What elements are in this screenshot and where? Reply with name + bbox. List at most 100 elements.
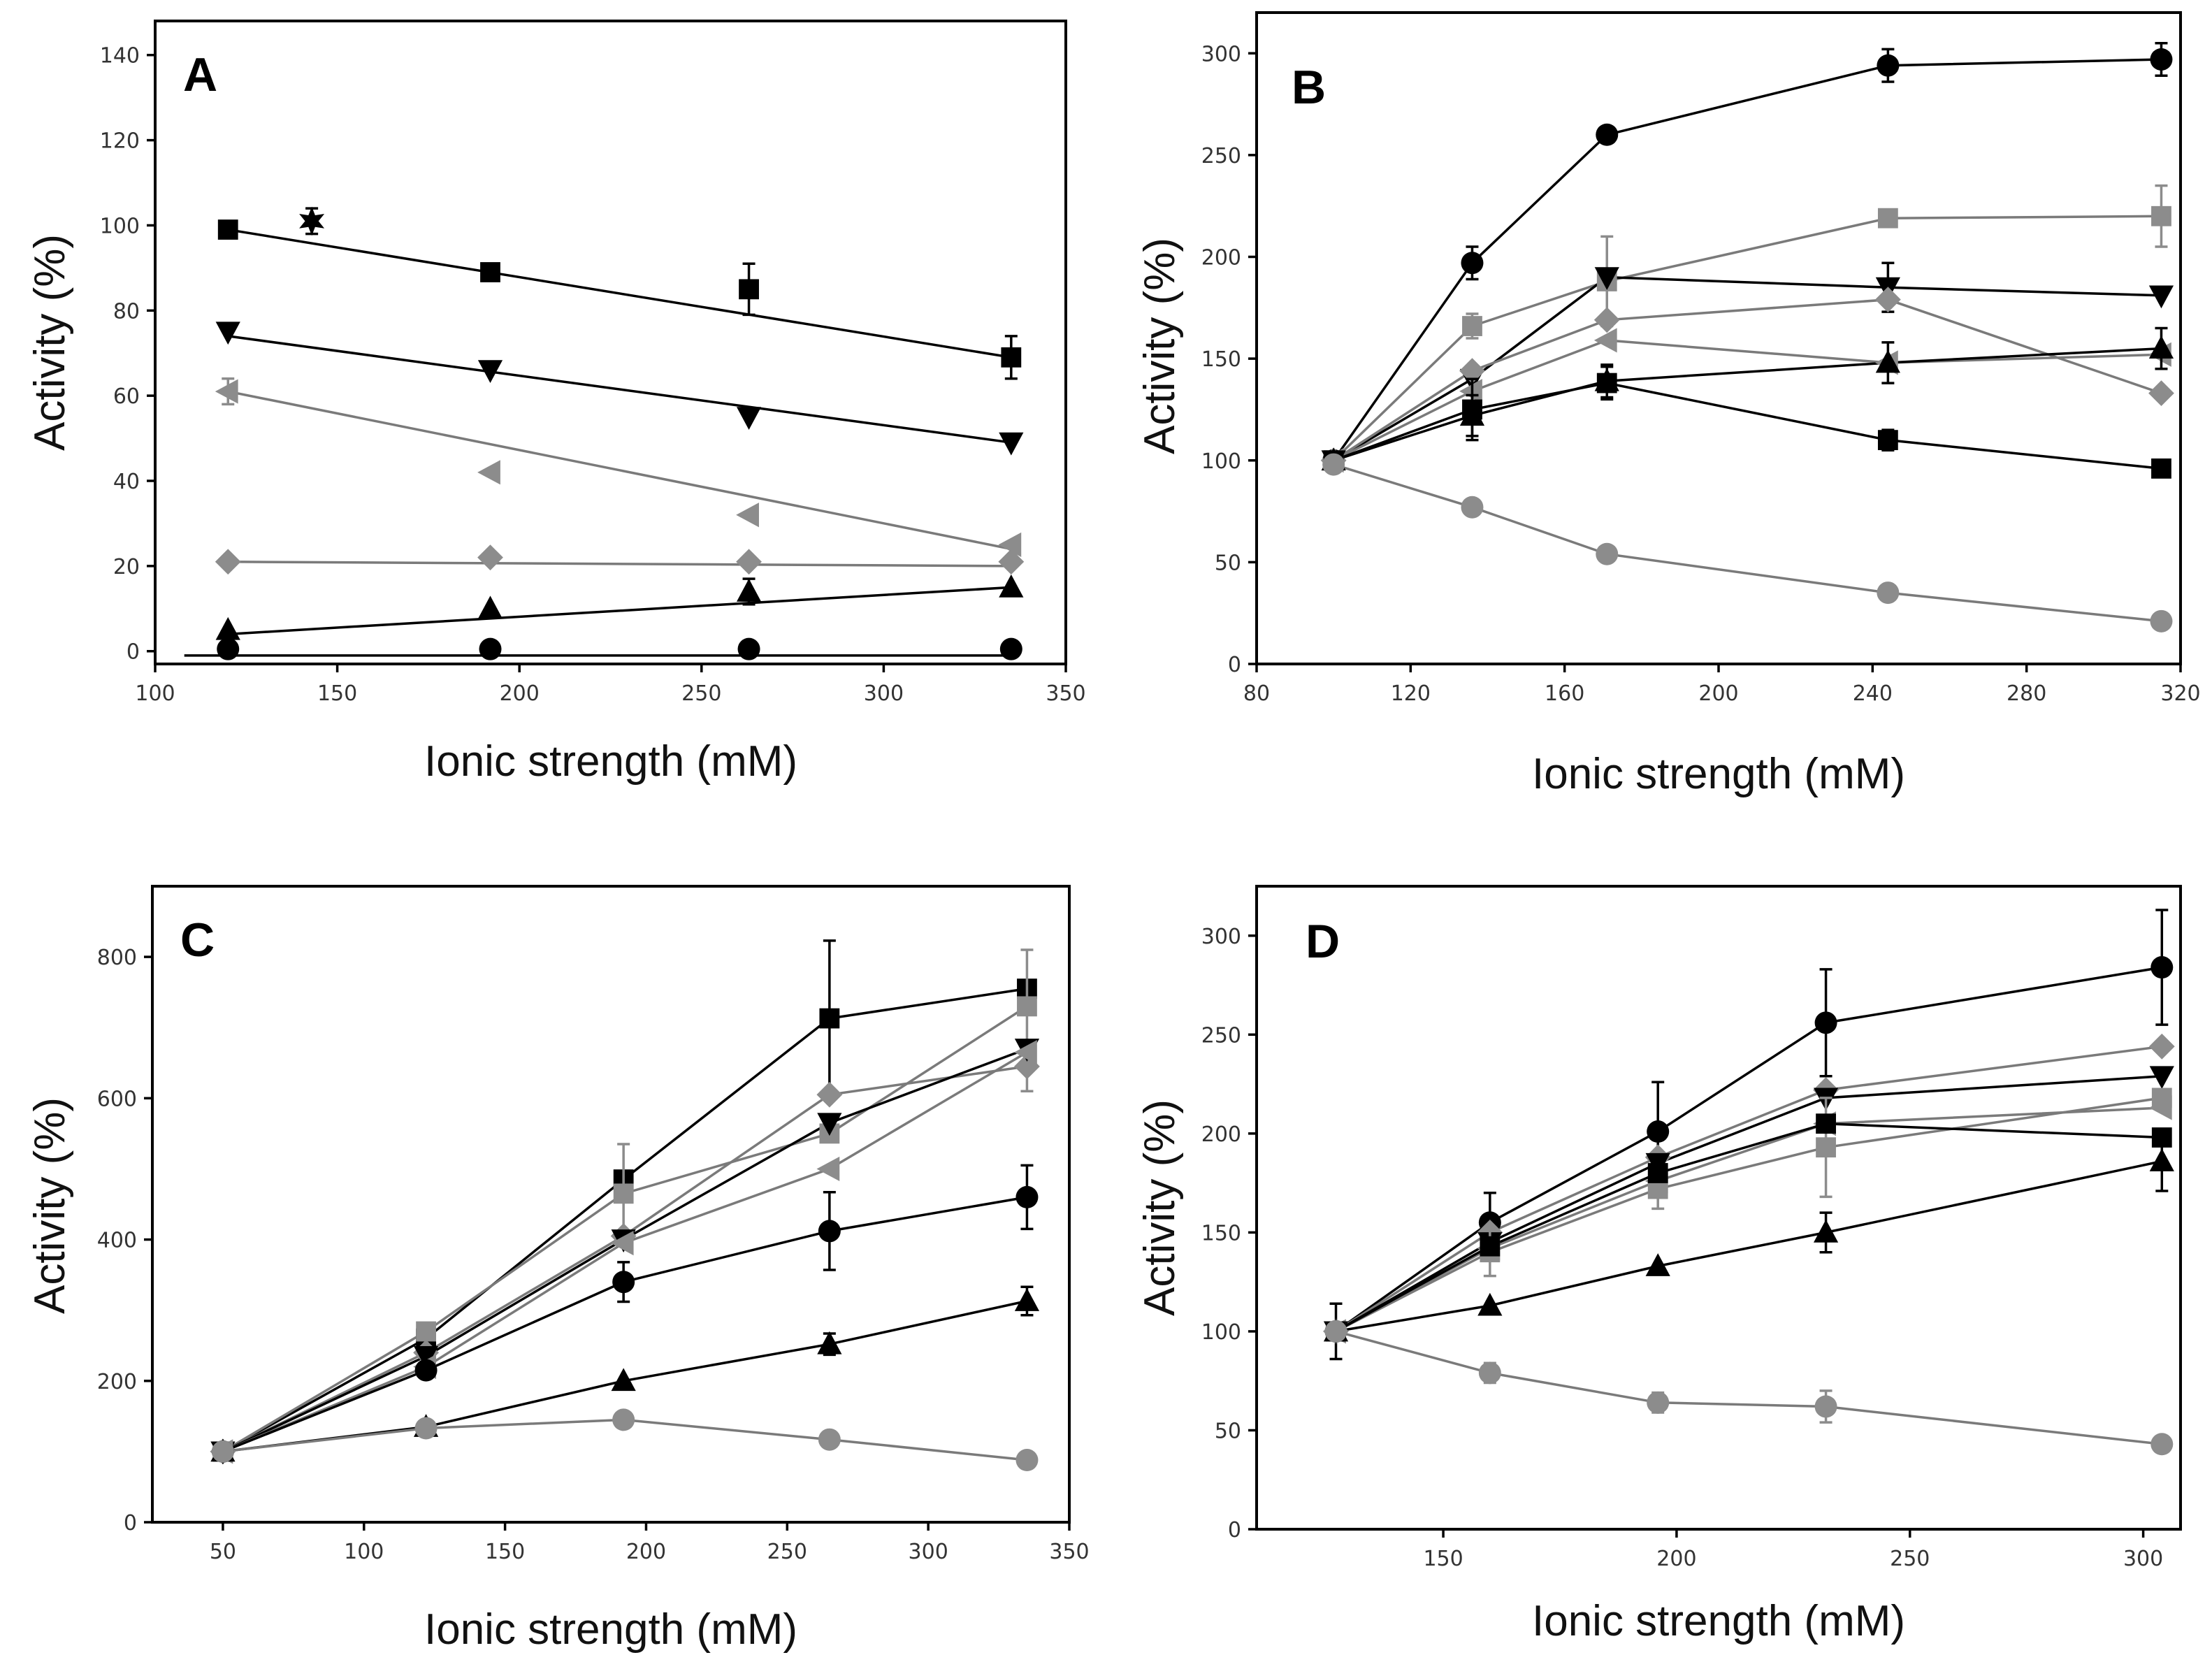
y-tick-label: 200 [97, 1370, 137, 1394]
data-point-circle [1015, 1185, 1039, 1208]
data-point-triangle-up [2148, 335, 2174, 359]
series-lines [184, 228, 1012, 657]
data-point-diamond [998, 549, 1025, 575]
data-point-triangle-left [477, 460, 500, 485]
x-tick-label: 150 [485, 1540, 525, 1564]
data-point-circle [2150, 609, 2173, 633]
fit-line [228, 586, 1011, 636]
data-point-triangle-up [611, 1368, 636, 1392]
data-point-triangle-down [736, 407, 762, 431]
x-tick-label: 200 [626, 1540, 666, 1564]
x-tick-label: 250 [1890, 1547, 1930, 1571]
data-point-circle [1596, 123, 1619, 146]
data-point-circle [612, 1271, 635, 1294]
y-tick-label: 20 [113, 555, 140, 579]
data-point-triangle-up [1813, 1219, 1839, 1243]
data-point-square [613, 1183, 634, 1204]
x-tick-label: 100 [344, 1540, 384, 1564]
y-tick-label: 400 [97, 1229, 137, 1253]
data-point-square [2151, 205, 2171, 226]
data-point-square [1480, 1236, 1501, 1257]
data-point-square [819, 1008, 840, 1029]
fit-line [227, 228, 1012, 359]
y-tick-label: 100 [1201, 449, 1241, 474]
data-point-square [739, 279, 759, 300]
plot-frame [154, 20, 1067, 665]
series-markers [1320, 41, 2174, 633]
panel-letter: B [1292, 61, 1326, 114]
data-point-circle [612, 1408, 635, 1431]
data-point-circle [2150, 48, 2173, 71]
data-point-square [1017, 996, 1037, 1017]
x-tick-label: 250 [681, 681, 721, 706]
data-point-triangle-left [215, 379, 238, 404]
data-point-triangle-left [610, 1231, 634, 1256]
series-markers [210, 939, 1040, 1472]
data-point-square [2151, 458, 2171, 479]
data-point-circle [217, 637, 240, 660]
y-tick-label: 80 [113, 299, 140, 324]
x-tick-label: 50 [210, 1540, 236, 1564]
panel-letter: D [1306, 915, 1340, 968]
y-axis-title: Activity (%) [1136, 238, 1184, 454]
data-point-triangle-up [1875, 349, 1900, 373]
data-point-diamond [736, 549, 762, 575]
y-tick-label: 50 [1215, 1419, 1241, 1443]
y-tick-label: 200 [1201, 246, 1241, 270]
data-point-diamond [1874, 287, 1901, 313]
panel-d: D Ionic strength (mM) Activity (%) 150 20… [1136, 885, 2182, 1645]
x-axis-title: Ionic strength (mM) [424, 737, 797, 786]
y-tick-label: 0 [124, 1511, 137, 1536]
data-point-triangle-up [1645, 1253, 1670, 1276]
y-tick-label: 0 [1228, 653, 1241, 677]
series-markers [1323, 909, 2175, 1456]
x-tick-label: 200 [500, 681, 540, 706]
y-axis-title: Activity (%) [26, 234, 74, 451]
data-point-circle [999, 637, 1022, 660]
data-point-circle [818, 1428, 841, 1451]
data-point-triangle-left [2148, 1095, 2172, 1120]
y-tick-label: 150 [1201, 1221, 1241, 1245]
data-point-circle [1478, 1361, 1501, 1385]
data-point-square [416, 1321, 436, 1342]
data-point-circle [479, 637, 502, 660]
y-tick-label: 60 [113, 384, 140, 409]
x-tick-label: 100 [135, 681, 175, 706]
data-point-circle [1877, 54, 1900, 77]
data-point-triangle-up [477, 595, 503, 619]
x-tick-label: 250 [767, 1540, 807, 1564]
x-tick-label: 150 [1423, 1547, 1463, 1571]
data-point-triangle-up [215, 616, 240, 640]
y-tick-label: 100 [100, 214, 140, 238]
data-point-triangle-left [816, 1156, 840, 1182]
data-point-triangle-up [1014, 1288, 1040, 1311]
data-point-circle [1324, 1320, 1347, 1343]
data-point-circle [1322, 453, 1345, 476]
data-point-diamond [2148, 380, 2174, 407]
y-tick-label: 0 [126, 640, 140, 665]
y-tick-label: 40 [113, 470, 140, 494]
data-point-square [1462, 399, 1482, 420]
x-tick-label: 240 [1853, 681, 1893, 706]
data-point-square [1001, 347, 1022, 368]
data-point-triangle-left [1593, 328, 1617, 353]
y-tick-label: 300 [1201, 925, 1241, 949]
data-point-circle [1647, 1120, 1670, 1143]
panel-letter: A [183, 48, 217, 101]
data-point-triangle-up [999, 574, 1024, 598]
y-tick-label: 140 [100, 44, 140, 68]
data-point-circle [737, 637, 760, 660]
panel-a: A Ionic strength (mM) Activity (%) 100 15… [26, 20, 1086, 786]
data-point-triangle-down [999, 432, 1024, 456]
fit-line [228, 561, 1011, 568]
data-point-star [299, 206, 325, 236]
data-point-circle [818, 1220, 841, 1243]
y-tick-label: 0 [1228, 1518, 1241, 1542]
y-tick-label: 200 [1201, 1122, 1241, 1147]
data-point-triangle-left [736, 503, 759, 528]
data-point-triangle-down [215, 321, 240, 345]
data-point-triangle-left [998, 532, 1022, 558]
y-tick-label: 50 [1215, 551, 1241, 575]
data-point-square [1877, 208, 1898, 229]
data-point-square [1647, 1163, 1668, 1183]
